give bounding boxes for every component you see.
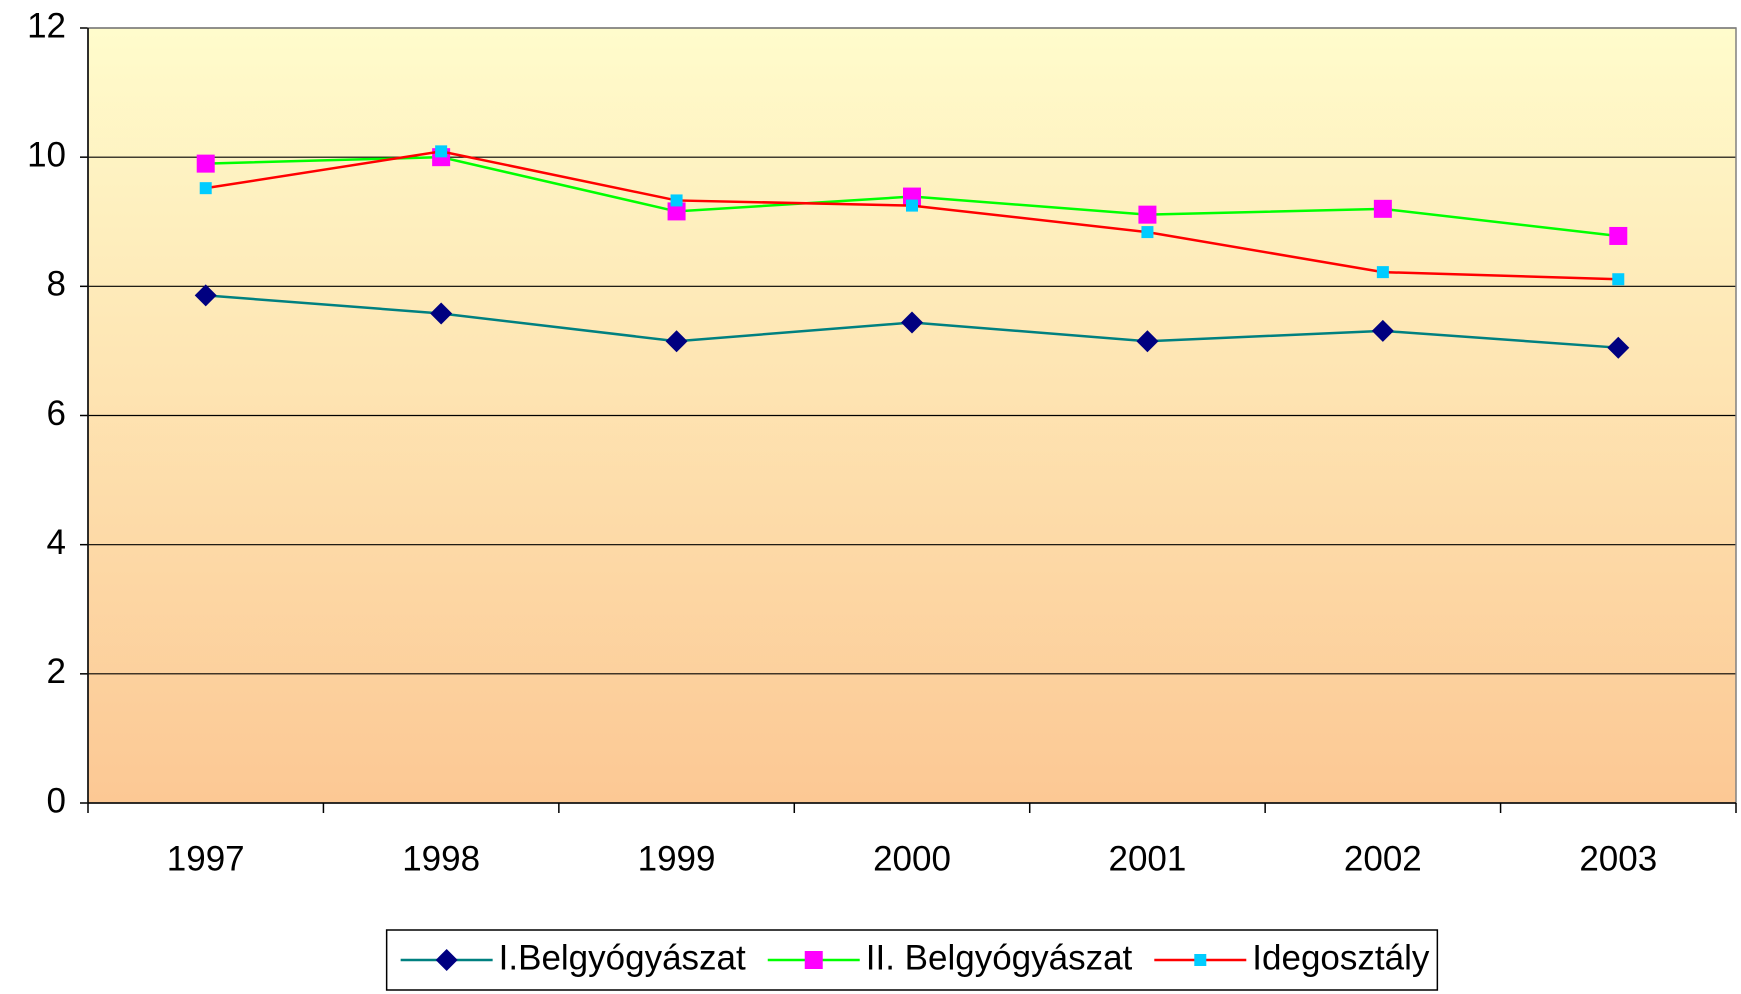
legend: I.Belgyógyászat II. Belgyógyászat Idegoszt… — [385, 929, 1439, 991]
x-tick-label: 1998 — [402, 839, 480, 878]
legend-label: I.Belgyógyászat — [499, 938, 746, 977]
marker — [670, 194, 683, 207]
marker — [665, 330, 688, 353]
x-tick-label: 2003 — [1579, 839, 1657, 878]
y-tick-label: 0 — [47, 781, 66, 820]
marker — [1141, 226, 1154, 239]
y-tick-label: 4 — [47, 523, 66, 562]
series — [194, 284, 1630, 359]
marker — [435, 145, 448, 158]
x-tick-label: 1997 — [167, 839, 245, 878]
marker — [1607, 336, 1630, 359]
marker — [667, 202, 686, 221]
marker — [1376, 266, 1389, 279]
y-tick-label: 6 — [47, 394, 66, 433]
marker — [1138, 205, 1157, 224]
y-tick-label: 2 — [47, 652, 66, 691]
marker — [1194, 954, 1207, 966]
marker — [1136, 330, 1159, 353]
x-tick-label: 2001 — [1108, 839, 1186, 878]
marker — [1612, 273, 1625, 286]
series — [199, 145, 1625, 286]
marker — [194, 284, 217, 307]
marker — [1371, 319, 1394, 342]
legend-label: Idegosztály — [1252, 938, 1430, 977]
y-tick-label: 10 — [27, 135, 66, 174]
marker — [435, 949, 458, 971]
marker — [199, 182, 212, 195]
marker — [1373, 199, 1392, 218]
legend-label: II. Belgyógyászat — [866, 938, 1133, 977]
x-tick-label: 2002 — [1344, 839, 1422, 878]
marker — [906, 199, 918, 212]
y-tick-label: 12 — [27, 6, 66, 45]
x-tick-label: 1999 — [638, 839, 716, 878]
y-tick-label: 8 — [47, 265, 66, 304]
x-tick-label: 2000 — [873, 839, 951, 878]
marker — [804, 951, 823, 969]
marker — [1609, 226, 1628, 245]
legend-box — [385, 929, 1439, 991]
marker — [196, 154, 215, 173]
marker — [901, 311, 923, 334]
marker — [430, 302, 453, 325]
